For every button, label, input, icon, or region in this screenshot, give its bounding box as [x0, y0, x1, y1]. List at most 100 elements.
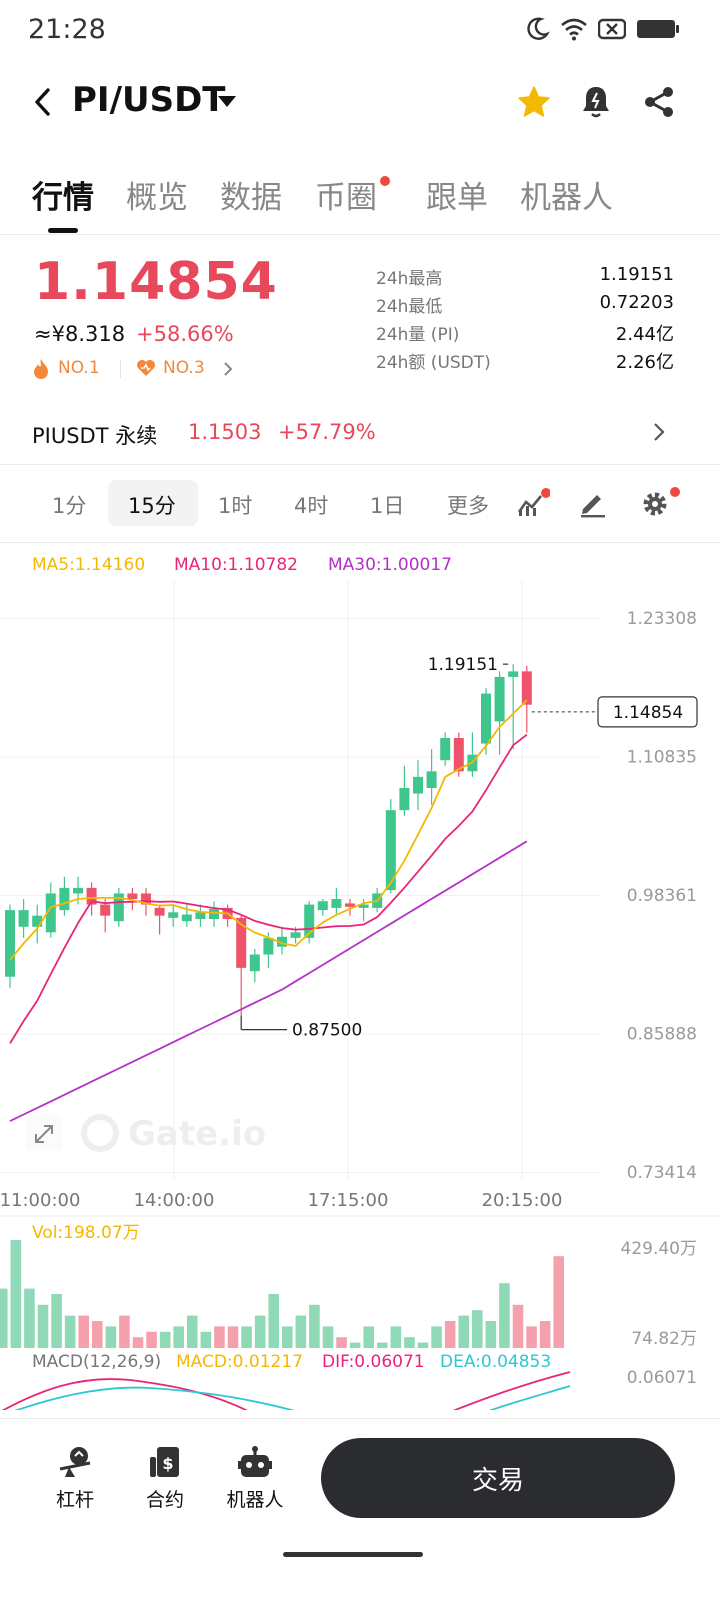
volume-bar [390, 1326, 402, 1348]
volume-bar [458, 1315, 469, 1348]
volume-bar [526, 1326, 537, 1348]
tab-bots[interactable]: 机器人 [520, 180, 613, 216]
robot-button[interactable]: 机器人 [220, 1445, 290, 1512]
tab-market[interactable]: 行情 [32, 180, 94, 216]
chevron-right-icon[interactable] [652, 420, 666, 448]
dif-line [452, 1371, 571, 1410]
volume-bar [553, 1256, 564, 1348]
volume-bar [200, 1331, 212, 1348]
divider [0, 1418, 720, 1419]
volume-bar [336, 1337, 347, 1348]
candle-body [59, 887, 70, 911]
divider [0, 464, 720, 465]
interval-15m[interactable]: 15分 [128, 494, 176, 518]
moon-icon [527, 17, 550, 40]
rank-badge-gainers[interactable]: NO.3 [163, 358, 205, 378]
candle-body [263, 937, 274, 955]
volume-bar [78, 1315, 89, 1348]
volume-bar [187, 1315, 198, 1348]
candle-body [73, 887, 83, 894]
back-button[interactable] [26, 80, 62, 124]
chart-settings-button[interactable] [640, 486, 682, 524]
tab-copy-trading[interactable]: 跟单 [426, 180, 488, 216]
candle-body [45, 893, 56, 933]
interval-4h[interactable]: 4时 [294, 494, 329, 518]
candle-body [481, 693, 491, 744]
candle-body [385, 810, 396, 891]
volume-bar [282, 1326, 293, 1348]
wifi-icon [561, 18, 587, 41]
candle-body [236, 917, 247, 968]
volume-bar [0, 1288, 8, 1348]
candle-body [209, 909, 219, 919]
volume-bar [132, 1337, 144, 1348]
candle-body [426, 771, 437, 788]
volume-bar [24, 1288, 35, 1348]
volume-bar [404, 1337, 415, 1348]
candle-body [494, 676, 505, 722]
pair-selector[interactable]: PI/USDT [72, 80, 226, 120]
indicator-chart-icon [517, 488, 551, 516]
last-price: 1.14854 [34, 252, 278, 312]
candle-body [32, 915, 43, 927]
candle-body [181, 914, 192, 922]
tab-data[interactable]: 数据 [220, 180, 282, 216]
candle-body [249, 954, 260, 972]
stat-label: 24h最低 [376, 297, 443, 317]
volume-bar [363, 1326, 374, 1348]
kline-chart[interactable]: 1.23308 1.10835 0.98361 0.85888 0.73414 Gate.… [0, 580, 720, 1410]
interval-1d[interactable]: 1日 [370, 494, 405, 518]
ma30-line [9, 840, 528, 1122]
y-tick-label: 1.23308 [627, 609, 697, 629]
watermark-logo [81, 1114, 119, 1152]
tab-community[interactable]: 币圈 [315, 180, 377, 216]
favorite-button[interactable] [512, 80, 556, 124]
x-tick-label: 17:15:00 [308, 1190, 389, 1211]
interval-1m[interactable]: 1分 [52, 494, 87, 518]
x-tick-label: 14:00:00 [134, 1190, 215, 1211]
change-percent: +58.66% [136, 322, 234, 346]
notification-dot [380, 176, 390, 186]
indicator-button[interactable] [516, 488, 551, 522]
leverage-button[interactable]: 杠杆 [40, 1445, 110, 1512]
home-indicator[interactable] [283, 1552, 423, 1557]
chevron-right-icon[interactable] [222, 360, 234, 382]
interval-more[interactable]: 更多 [447, 494, 489, 518]
volume-bar [10, 1240, 22, 1348]
volume-bar [119, 1315, 130, 1348]
volume-bar [92, 1321, 103, 1348]
current-price-tag [597, 696, 698, 728]
cny-price: ≈¥8.318 [34, 322, 126, 346]
candle-body [277, 936, 287, 947]
y-tick-label: 1.10835 [627, 747, 697, 767]
macd-value: MACD:0.01217 [176, 1352, 303, 1372]
rank-badge-hot[interactable]: NO.1 [58, 358, 100, 378]
volume-bar [173, 1326, 184, 1348]
candle-body [127, 893, 138, 900]
price-alert-button[interactable] [574, 80, 618, 124]
trade-button[interactable]: 交易 [321, 1438, 675, 1518]
volume-bar [227, 1326, 239, 1348]
draw-button[interactable] [578, 488, 608, 522]
volume-bar [214, 1326, 225, 1348]
pencil-icon [581, 495, 605, 518]
x-tick-label: 11:00:00 [0, 1190, 80, 1211]
candle-body [18, 910, 29, 927]
interval-1h[interactable]: 1时 [218, 494, 253, 518]
volume-bar [377, 1342, 388, 1348]
volume-bar [349, 1342, 361, 1348]
candle-body [345, 903, 355, 907]
expand-icon [35, 1125, 53, 1143]
tab-overview[interactable]: 概览 [126, 180, 188, 216]
macd-axis-label: 0.06071 [627, 1368, 697, 1388]
leverage-icon [59, 1447, 91, 1477]
caret-down-icon[interactable] [218, 96, 236, 107]
contract-button[interactable]: $ 合约 [130, 1445, 200, 1512]
ma10-label: MA10:1.10782 [174, 555, 298, 575]
candle-body [5, 910, 15, 977]
bell-icon [583, 87, 609, 118]
share-button[interactable] [637, 80, 681, 124]
ma10-line [9, 733, 528, 1044]
candle-body [521, 671, 532, 705]
volume-bar [295, 1315, 307, 1348]
